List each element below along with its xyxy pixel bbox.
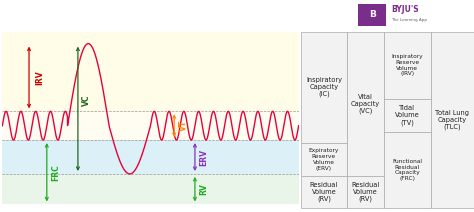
- Bar: [358, 4, 386, 26]
- Text: BYJU'S: BYJU'S: [391, 5, 419, 14]
- Text: The Learning App: The Learning App: [391, 18, 427, 22]
- FancyBboxPatch shape: [341, 1, 474, 29]
- Text: Tidal
Volume
(TV): Tidal Volume (TV): [395, 105, 419, 126]
- Text: Residual
Volume
(RV): Residual Volume (RV): [351, 182, 380, 202]
- Text: Inspiratory
Reserve
Volume
(IRV): Inspiratory Reserve Volume (IRV): [392, 54, 423, 77]
- Text: IRV: IRV: [35, 70, 44, 85]
- Bar: [430, 32, 474, 208]
- Bar: [347, 176, 384, 208]
- Text: LUNG'S VOLUMES AND CAPACITIES: LUNG'S VOLUMES AND CAPACITIES: [7, 8, 266, 21]
- Text: Expiratory
Reserve
Volume
(ERV): Expiratory Reserve Volume (ERV): [309, 148, 339, 171]
- Text: Functional
Residual
Capacity
(FRC): Functional Residual Capacity (FRC): [392, 159, 422, 181]
- Text: VC: VC: [82, 95, 91, 106]
- Bar: [384, 32, 430, 99]
- Text: Inspiratory
Capacity
(IC): Inspiratory Capacity (IC): [306, 77, 342, 98]
- Bar: [2, 140, 299, 174]
- Bar: [2, 174, 299, 204]
- Text: Total Lung
Capacity
(TLC): Total Lung Capacity (TLC): [435, 110, 469, 130]
- Text: VT: VT: [179, 120, 188, 131]
- Text: FRC: FRC: [51, 164, 60, 181]
- Text: RV: RV: [200, 183, 208, 195]
- Bar: [2, 32, 299, 111]
- Bar: [384, 99, 430, 132]
- Bar: [301, 32, 347, 143]
- Bar: [301, 176, 347, 208]
- Text: B: B: [369, 10, 375, 19]
- Text: Vital
Capacity
(VC): Vital Capacity (VC): [351, 94, 380, 114]
- Bar: [301, 143, 347, 176]
- Bar: [384, 132, 430, 208]
- Bar: [347, 32, 384, 176]
- Text: Residual
Volume
(RV): Residual Volume (RV): [310, 182, 338, 202]
- Bar: [2, 111, 299, 140]
- Text: ERV: ERV: [200, 148, 208, 166]
